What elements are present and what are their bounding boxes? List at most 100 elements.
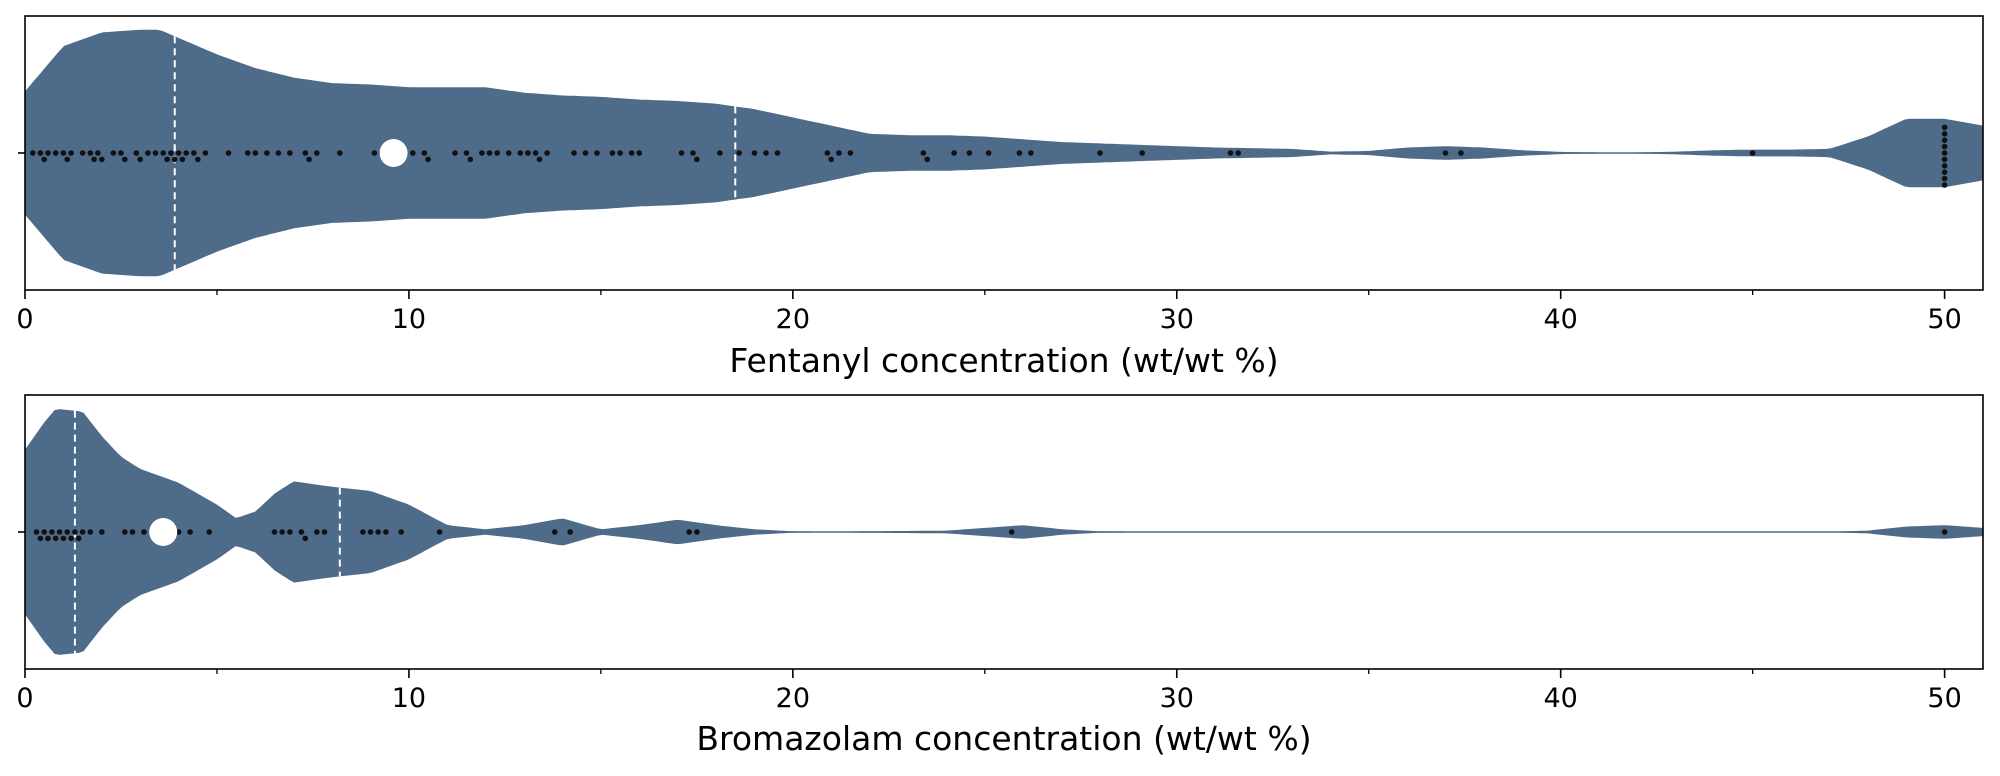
- x-tick-label: 40: [1544, 304, 1578, 335]
- data-point: [49, 529, 55, 535]
- data-point: [91, 156, 97, 163]
- data-point: [1941, 124, 1948, 131]
- data-point: [68, 150, 74, 156]
- data-point: [252, 150, 259, 156]
- data-point: [87, 150, 94, 156]
- data-point: [360, 529, 366, 535]
- data-point: [60, 535, 67, 542]
- x-tick-label: 40: [1544, 683, 1578, 714]
- data-point: [617, 150, 623, 156]
- data-point: [636, 150, 643, 156]
- data-point: [828, 156, 834, 163]
- data-point: [567, 529, 573, 535]
- data-point: [836, 150, 842, 156]
- data-point: [1941, 182, 1948, 188]
- data-point: [421, 150, 428, 156]
- x-axis-label: Bromazolam concentration (wt/wt %): [696, 719, 1311, 758]
- data-point: [122, 156, 128, 163]
- data-point: [164, 156, 170, 163]
- data-point: [68, 535, 74, 542]
- data-point: [279, 529, 286, 535]
- data-point: [425, 156, 431, 163]
- data-point: [1227, 150, 1234, 156]
- data-point: [594, 150, 600, 156]
- data-point: [122, 529, 128, 535]
- data-point: [110, 150, 117, 156]
- x-tick-label: 20: [776, 304, 810, 335]
- data-point: [517, 150, 524, 156]
- median-marker: [149, 518, 178, 546]
- data-point: [690, 150, 696, 156]
- data-point: [314, 150, 320, 156]
- data-point: [1941, 169, 1948, 175]
- data-point: [179, 156, 186, 163]
- data-point: [717, 150, 723, 156]
- data-point: [133, 150, 140, 156]
- data-point: [129, 529, 136, 535]
- data-point: [1097, 150, 1103, 156]
- data-point: [736, 150, 742, 156]
- data-point: [52, 150, 59, 156]
- data-point: [452, 150, 458, 156]
- x-tick-label: 0: [16, 683, 33, 714]
- data-point: [45, 535, 51, 542]
- x-tick-label: 20: [776, 683, 810, 714]
- data-point: [314, 529, 320, 535]
- data-point: [52, 535, 59, 542]
- data-point: [609, 150, 616, 156]
- data-point: [536, 156, 543, 163]
- data-point: [41, 156, 47, 163]
- data-point: [463, 150, 470, 156]
- data-point: [29, 150, 36, 156]
- data-point: [383, 529, 389, 535]
- data-point: [244, 150, 251, 156]
- x-tick-label: 0: [16, 304, 33, 335]
- data-point: [271, 529, 278, 535]
- data-point: [694, 529, 700, 535]
- data-point: [367, 529, 374, 535]
- data-point: [678, 150, 685, 156]
- data-point: [302, 150, 309, 156]
- data-point: [60, 150, 67, 156]
- data-point: [552, 529, 558, 535]
- data-point: [436, 529, 443, 535]
- data-point: [79, 150, 86, 156]
- data-point: [79, 529, 86, 535]
- data-point: [206, 529, 213, 535]
- data-point: [628, 150, 635, 156]
- data-point: [41, 529, 47, 535]
- data-point: [1941, 175, 1948, 182]
- data-point: [287, 150, 293, 156]
- bromazolam-panel: 0 10 20 30 40 50 Bromazolam concentration (wt/…: [16, 394, 1984, 758]
- x-axis-label: Fentanyl concentration (wt/wt %): [729, 341, 1278, 380]
- median-marker: [379, 139, 408, 167]
- data-point: [985, 150, 992, 156]
- data-point: [145, 150, 151, 156]
- data-point: [191, 150, 197, 156]
- data-point: [1458, 150, 1464, 156]
- data-point: [494, 150, 501, 156]
- data-point: [141, 529, 147, 535]
- data-point: [298, 529, 305, 535]
- x-tick-label: 30: [1160, 683, 1194, 714]
- data-point: [64, 529, 70, 535]
- data-point: [924, 156, 930, 163]
- data-point: [175, 529, 182, 535]
- data-point: [1941, 150, 1948, 156]
- plot-area: [25, 409, 1983, 655]
- data-point: [175, 150, 182, 156]
- data-point: [168, 150, 174, 156]
- data-point: [33, 529, 40, 535]
- data-point: [287, 529, 293, 535]
- data-point: [64, 156, 70, 163]
- data-point: [751, 150, 758, 156]
- x-tick-label: 50: [1927, 304, 1961, 335]
- data-point: [1941, 137, 1948, 143]
- data-point: [1028, 150, 1034, 156]
- data-point: [505, 150, 512, 156]
- data-point: [694, 156, 700, 163]
- data-point: [56, 529, 63, 535]
- data-point: [195, 156, 201, 163]
- data-point: [87, 529, 94, 535]
